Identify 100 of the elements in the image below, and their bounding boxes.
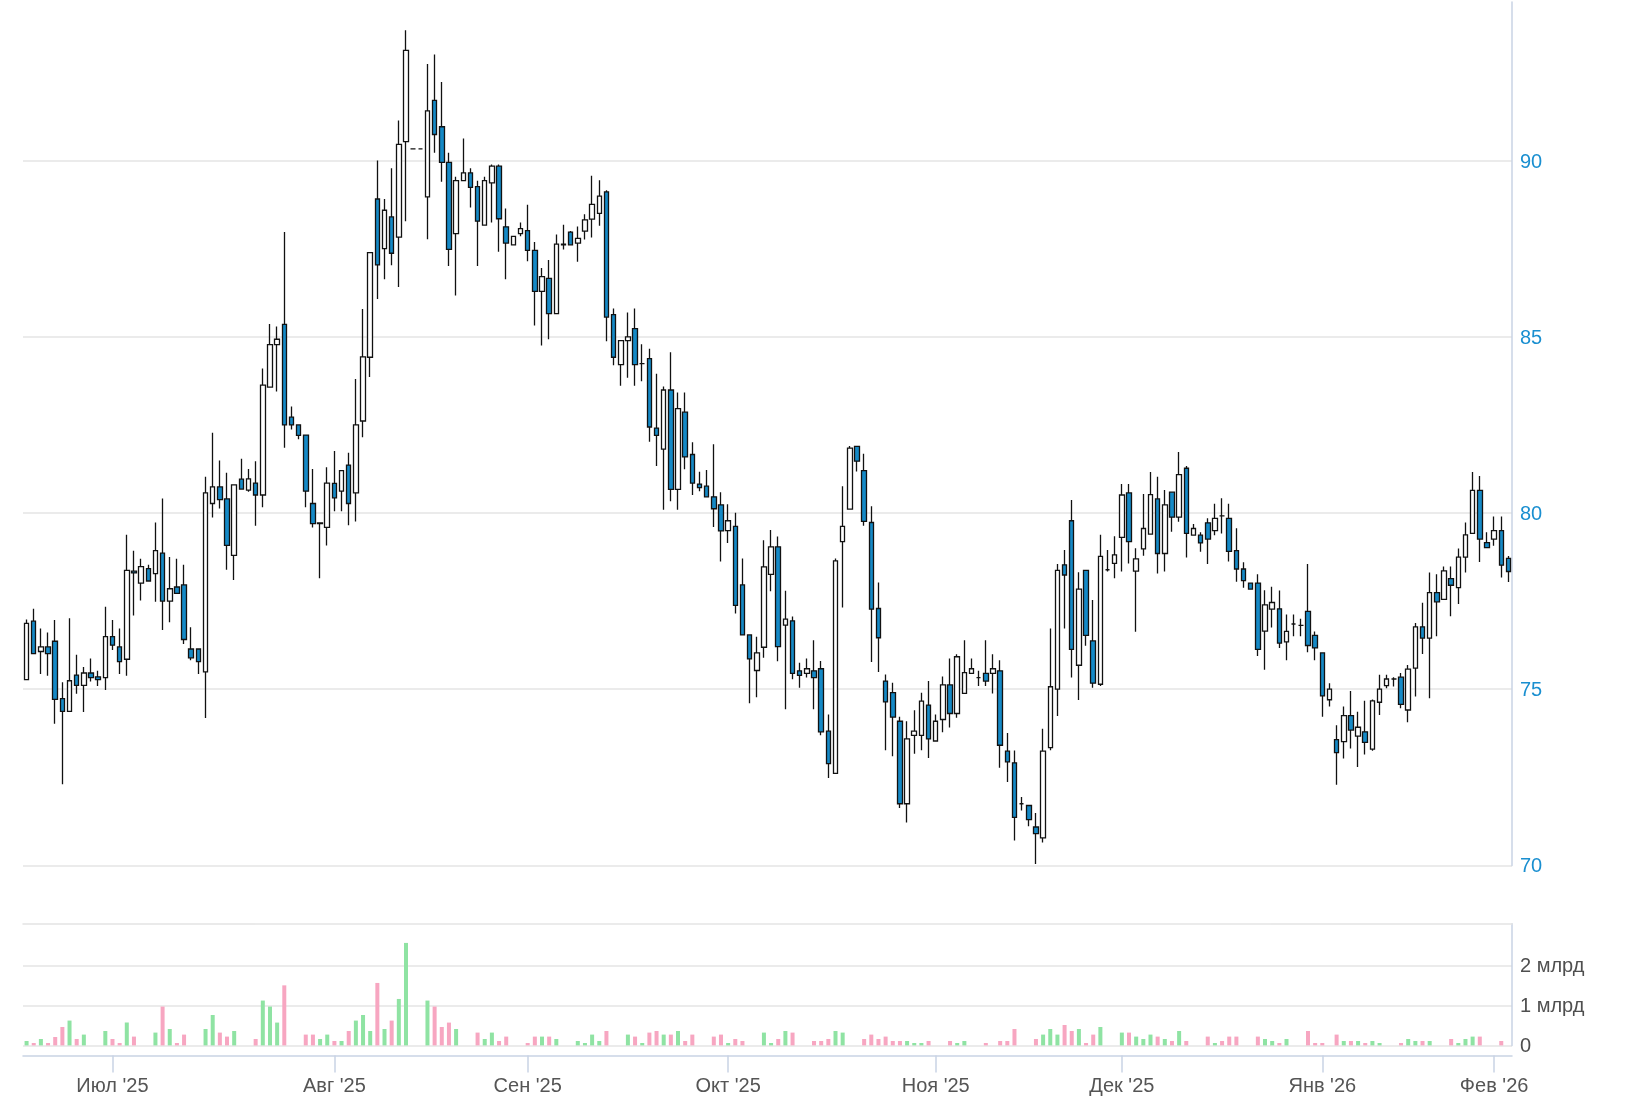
candlestick [1011, 749, 1018, 842]
candlestick [402, 29, 410, 222]
bar [382, 1028, 387, 1046]
candlestick [560, 224, 567, 251]
bar [1041, 1034, 1046, 1046]
bar [74, 1038, 79, 1046]
bar [160, 1006, 165, 1046]
candlestick [1183, 465, 1190, 559]
candlestick [281, 231, 288, 449]
candlestick [868, 505, 875, 663]
bar [1227, 1036, 1232, 1046]
candlestick [1283, 613, 1290, 661]
candlestick [1455, 547, 1462, 605]
bar [1012, 1028, 1017, 1046]
candlestick [1104, 549, 1111, 573]
candlestick [567, 230, 574, 246]
x-tick-label: Авг '25 [302, 1074, 366, 1097]
bar [625, 1034, 630, 1046]
bar [547, 1036, 552, 1046]
candlestick [152, 521, 159, 603]
candlestick [302, 434, 310, 508]
x-tick-label: Фев '26 [1459, 1074, 1529, 1097]
candlestick [646, 348, 653, 443]
bar [1119, 1032, 1124, 1046]
y-tick-label: 75 [1520, 678, 1543, 701]
candlestick [474, 180, 481, 267]
bar [403, 942, 408, 1046]
candlestick [1426, 571, 1433, 700]
bar [475, 1032, 480, 1046]
candlestick [832, 557, 839, 775]
x-tick-label: Июл '25 [76, 1074, 149, 1097]
bar [1048, 1028, 1053, 1046]
candlestick [875, 581, 882, 673]
candlestick [574, 225, 582, 263]
candlestick [1233, 527, 1240, 583]
bar [876, 1038, 881, 1046]
candlestick [23, 618, 30, 681]
bar [310, 1034, 315, 1046]
bar [676, 1030, 681, 1046]
bar [1148, 1034, 1153, 1046]
bar [532, 1036, 537, 1046]
bar [1255, 1036, 1260, 1046]
bar [454, 1028, 459, 1046]
candlestick [882, 673, 889, 751]
candlestick [1376, 674, 1383, 716]
candlestick [159, 497, 166, 631]
candlestick [524, 203, 531, 263]
y-tick-label: 2 млрд [1520, 954, 1585, 977]
candlestick [1047, 627, 1054, 751]
x-tick-label: Сен '25 [493, 1074, 562, 1097]
candlestick [1498, 515, 1505, 579]
y-tick-label: 85 [1520, 325, 1543, 348]
bar [1205, 1036, 1210, 1046]
bar [826, 1038, 831, 1046]
candlestick [1490, 515, 1498, 547]
bar [783, 1030, 788, 1046]
bar [504, 1036, 509, 1046]
bar [260, 1000, 265, 1046]
bar [647, 1032, 652, 1046]
candlestick [739, 557, 746, 636]
bar [81, 1034, 86, 1046]
bar [1284, 1038, 1289, 1046]
candlestick [603, 189, 610, 343]
bar [232, 1030, 237, 1046]
bar [432, 1006, 437, 1046]
bar [396, 998, 401, 1046]
bar [489, 1032, 494, 1046]
bar [1076, 1028, 1081, 1046]
candlestick [789, 615, 796, 680]
candlestick [968, 657, 975, 674]
x-tick-label: Ноя '25 [901, 1074, 970, 1097]
candlestick [502, 207, 510, 280]
bar [1155, 1036, 1160, 1046]
candlestick [638, 343, 646, 382]
candlestick [388, 167, 395, 266]
candlestick [467, 167, 474, 209]
candlestick [653, 373, 660, 467]
candlestick [1025, 804, 1033, 827]
bar [267, 1006, 272, 1046]
bar [540, 1036, 545, 1046]
bar [368, 1030, 373, 1046]
bar [325, 1034, 330, 1046]
candlestick [338, 470, 345, 512]
y-tick-label: 1 млрд [1520, 994, 1585, 1017]
bar [67, 1020, 72, 1046]
candlestick [345, 452, 352, 526]
bar [1127, 1032, 1132, 1046]
candlestick [460, 137, 467, 182]
bar [869, 1034, 874, 1046]
bar [275, 1022, 280, 1046]
bar [346, 1030, 351, 1046]
candlestick [1061, 549, 1068, 630]
candlestick [825, 713, 832, 779]
candlestick [932, 713, 939, 742]
x-tick-label: Дек '25 [1089, 1074, 1155, 1097]
candlestick [109, 619, 116, 651]
bar [38, 1038, 43, 1046]
candlestick [381, 198, 388, 280]
candlestick [352, 378, 360, 523]
candlestick [1369, 698, 1376, 752]
